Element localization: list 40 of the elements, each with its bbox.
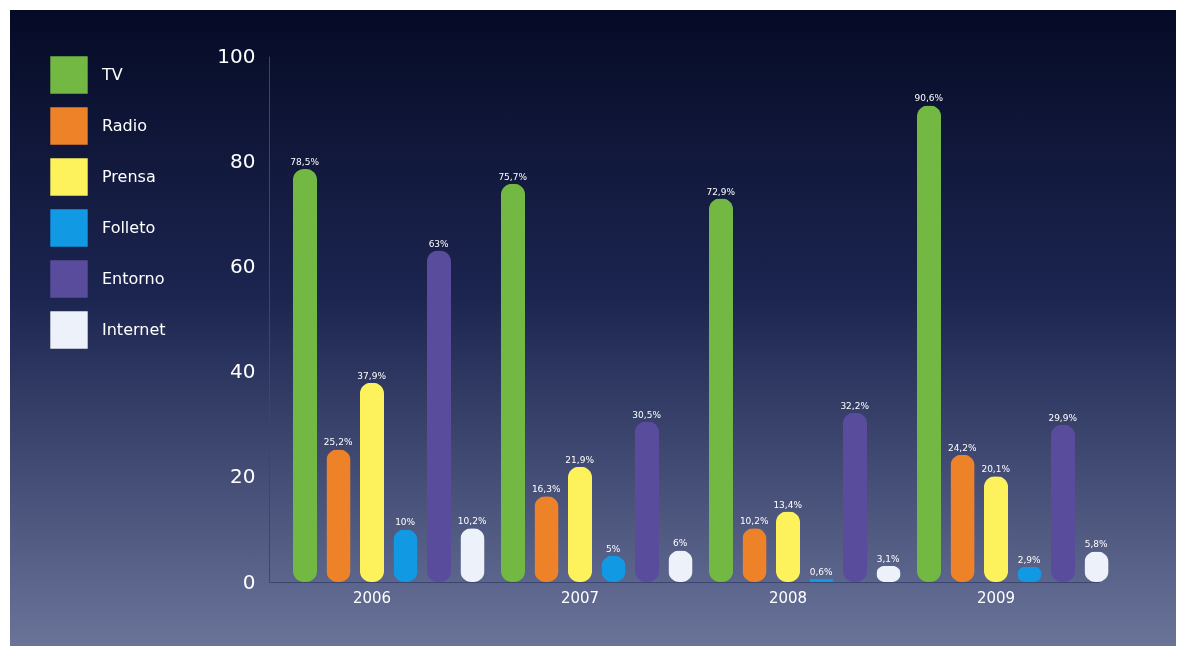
data-label: 5%: [606, 543, 621, 554]
data-label: 72,9%: [706, 186, 736, 197]
y-tick-label: 20: [230, 464, 256, 489]
data-label: 24,2%: [947, 442, 977, 453]
data-label: 20,1%: [981, 464, 1011, 475]
data-label: 29,9%: [1048, 412, 1078, 423]
y-tick-label: 80: [230, 148, 256, 173]
data-label: 16,3%: [531, 484, 561, 495]
data-label: 2,9%: [1017, 554, 1042, 565]
y-tick-label: 0: [242, 569, 256, 594]
legend-label: Folleto: [102, 218, 156, 237]
data-label: 21,9%: [565, 454, 595, 465]
y-tick-label: 100: [217, 43, 256, 68]
legend-label: TV: [101, 65, 123, 84]
data-label: 13,4%: [773, 499, 803, 510]
y-tick-label: 60: [230, 253, 256, 278]
data-label: 6%: [673, 538, 688, 549]
x-tick-label: 2007: [560, 588, 600, 607]
data-label: 3,1%: [876, 553, 901, 564]
data-label: 78,5%: [290, 157, 320, 168]
data-label: 30,5%: [632, 409, 662, 420]
y-tick-label: 40: [230, 359, 256, 384]
data-label: 10%: [395, 517, 416, 528]
data-label: 0,6%: [809, 566, 834, 577]
data-label: 10,2%: [457, 516, 487, 527]
legend-label: Radio: [102, 116, 147, 135]
data-label: 32,2%: [840, 400, 870, 411]
legend-label: Entorno: [102, 269, 165, 288]
x-tick-label: 2009: [976, 588, 1016, 607]
x-tick-label: 2006: [352, 588, 392, 607]
legend-label: Internet: [102, 320, 166, 339]
data-label: 5,8%: [1084, 539, 1109, 550]
data-label: 25,2%: [323, 437, 353, 448]
data-label: 90,6%: [914, 93, 944, 104]
data-label: 37,9%: [357, 370, 387, 381]
data-label: 75,7%: [498, 171, 528, 182]
x-tick-label: 2008: [768, 588, 808, 607]
data-label: 10,2%: [739, 516, 769, 527]
legend-label: Prensa: [102, 167, 156, 186]
data-label: 63%: [428, 238, 450, 249]
